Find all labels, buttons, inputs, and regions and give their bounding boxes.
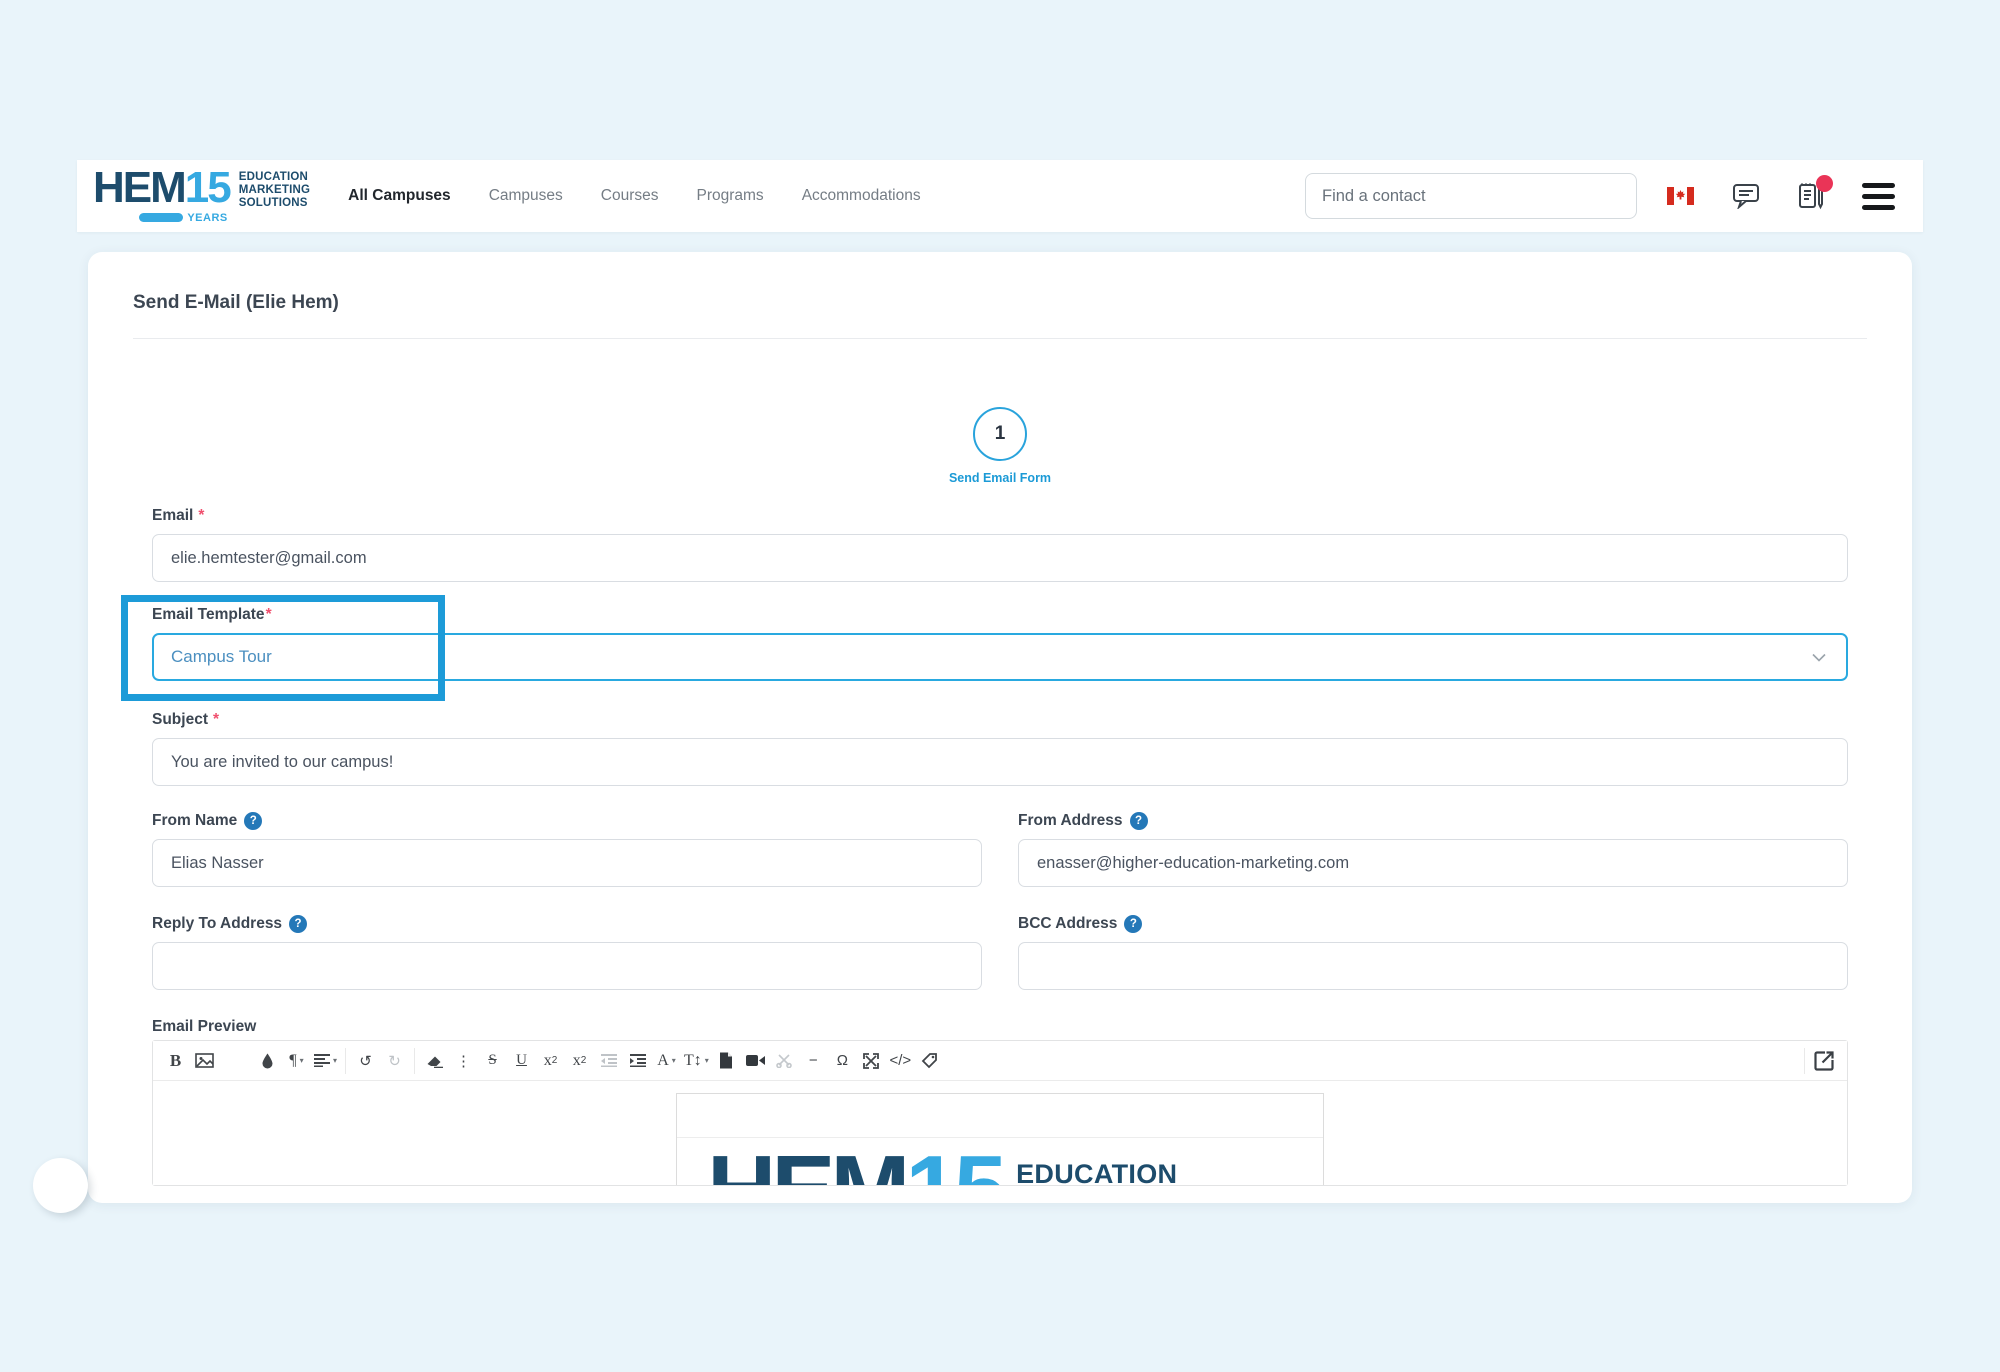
subject-input[interactable] [152,738,1848,786]
insert-image-button[interactable] [190,1048,219,1074]
email-label: Email * [152,507,205,524]
required-asterisk: * [265,606,272,623]
fullscreen-button[interactable] [857,1048,886,1074]
step-label: Send Email Form [948,471,1052,485]
undo-button[interactable]: ↺ [359,1052,372,1070]
main-nav: All Campuses Campuses Courses Programs A… [348,187,920,205]
help-icon[interactable]: ? [1124,915,1143,933]
subject-field-group: Subject * [152,711,1848,786]
color-droplet-button[interactable] [253,1048,282,1074]
nav-item-campuses[interactable]: Campuses [488,187,563,204]
reply-to-input[interactable] [152,942,982,990]
help-icon[interactable]: ? [244,812,263,830]
notes-icon[interactable] [1798,175,1833,210]
horizontal-line-button[interactable]: − [808,1052,818,1069]
subject-label: Subject * [152,711,220,728]
editor-content-area[interactable]: HEM15 EDUCATION MARKETING [153,1081,1847,1185]
years-label: YEARS [187,211,228,224]
from-address-field-group: From Address ? [1018,812,1848,887]
years-pill-shape [139,213,184,223]
canada-flag-icon[interactable] [1667,187,1694,205]
email-preview-logo: HEM15 EDUCATION MARKETING [707,1142,1178,1186]
nav-item-programs[interactable]: Programs [696,187,764,204]
reply-to-label: Reply To Address ? [152,915,982,933]
nav-item-courses[interactable]: Courses [600,187,659,204]
open-in-new-window-button[interactable] [1810,1048,1839,1074]
reply-to-field-group: Reply To Address ? [152,915,982,990]
title-divider [133,338,1867,339]
nav-item-all-campuses[interactable]: All Campuses [348,187,451,204]
from-name-field-group: From Name ? [152,812,982,887]
paragraph-format-button[interactable]: ¶ ▾ [289,1051,304,1069]
page-title: Send E-Mail (Elie Hem) [133,292,339,313]
chevron-down-icon [1812,653,1826,662]
bcc-label: BCC Address ? [1018,915,1848,933]
email-template-select[interactable]: Campus Tour [152,633,1848,681]
wizard-stepper: 1 Send Email Form [133,407,1867,485]
more-options-button[interactable]: ⋮ [456,1052,472,1070]
strikethrough-button[interactable]: S [488,1052,497,1068]
chat-icon[interactable] [1732,183,1760,209]
rich-text-editor: B ¶ ▾ ▾ [152,1040,1848,1186]
editor-toolbar: B ¶ ▾ ▾ [153,1041,1847,1081]
help-icon[interactable]: ? [1129,812,1148,830]
send-email-card: Send E-Mail (Elie Hem) 1 Send Email Form… [88,252,1912,1203]
email-field-group: Email * [152,507,1848,582]
bcc-input[interactable] [1018,942,1848,990]
top-navigation-bar: HEM15 YEARS EDUCATION MARKETING SOLUTION… [77,160,1923,232]
send-email-form: Email* Email Template* Campus Tour [121,507,1867,1186]
eraser-button[interactable] [420,1048,449,1074]
align-button[interactable]: ▾ [314,1054,338,1067]
email-preview-header-band [677,1094,1323,1138]
email-preview-label: Email Preview [152,1018,257,1035]
hamburger-menu-icon[interactable] [1862,182,1895,210]
from-address-label: From Address ? [1018,812,1848,830]
required-asterisk: * [198,507,205,524]
cut-button[interactable] [770,1048,799,1074]
font-size-button[interactable]: T↕ ▾ [684,1051,709,1069]
hem-logo[interactable]: HEM15 YEARS EDUCATION MARKETING SOLUTION… [93,163,311,224]
bold-button[interactable]: B [169,1050,182,1070]
logo-tagline: EDUCATION MARKETING SOLUTIONS [238,171,311,210]
indent-button[interactable] [623,1048,652,1074]
bcc-field-group: BCC Address ? [1018,915,1848,990]
search-input[interactable] [1305,173,1637,219]
insert-file-button[interactable] [712,1048,741,1074]
required-asterisk: * [212,711,220,728]
logo-wordmark: HEM15 [93,163,232,213]
from-name-label: From Name ? [152,812,982,830]
tag-button[interactable] [915,1048,944,1074]
email-template-field-group: Email Template * Campus Tour [121,595,1848,701]
from-address-input[interactable] [1018,839,1848,887]
redo-button[interactable]: ↻ [388,1052,401,1070]
email-template-preview: HEM15 EDUCATION MARKETING [676,1093,1324,1185]
email-input[interactable] [152,534,1848,582]
step-circle: 1 [973,407,1027,461]
special-character-button[interactable]: Ω [836,1052,848,1069]
from-name-input[interactable] [152,839,982,887]
email-template-label: Email Template * [152,606,272,623]
outdent-button[interactable] [594,1048,623,1074]
font-family-button[interactable]: A ▾ [657,1051,676,1069]
notification-badge [1816,175,1833,192]
insert-video-button[interactable] [741,1048,770,1074]
underline-button[interactable]: U [516,1052,527,1068]
floating-side-button[interactable] [33,1158,88,1213]
help-icon[interactable]: ? [289,915,308,933]
nav-item-accommodations[interactable]: Accommodations [801,187,921,204]
code-view-button[interactable]: </> [889,1052,912,1069]
